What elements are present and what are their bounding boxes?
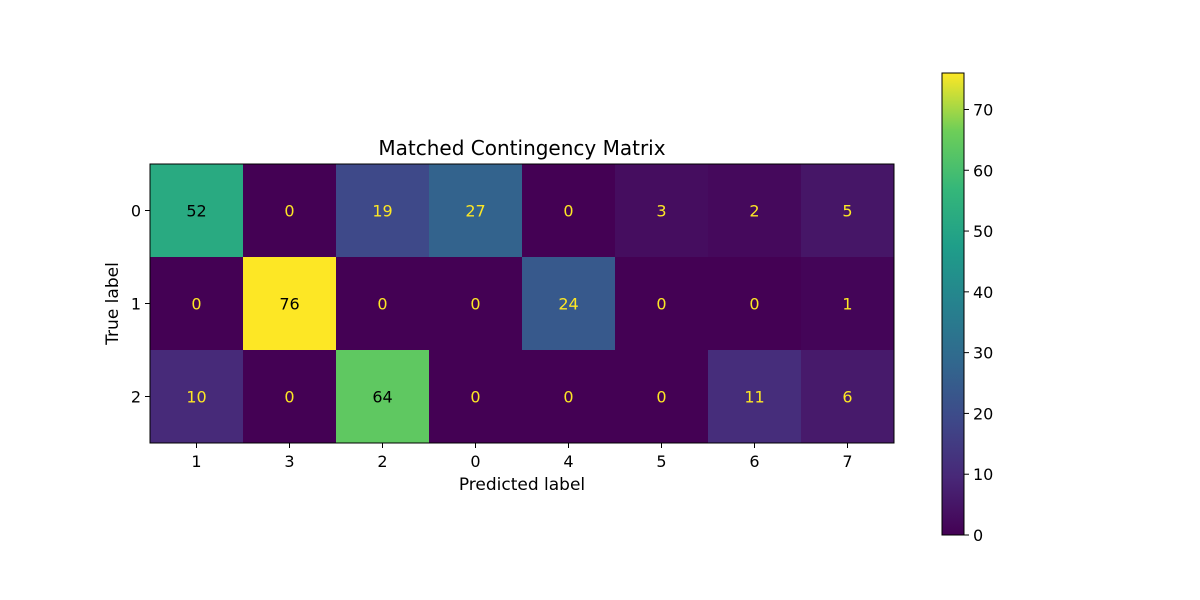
x-tick-label: 1 bbox=[191, 452, 201, 471]
heatmap-cell bbox=[150, 257, 244, 351]
heatmap-cell bbox=[522, 164, 616, 258]
x-tick-label: 0 bbox=[470, 452, 480, 471]
heatmap-cell bbox=[429, 350, 523, 444]
heatmap-cell bbox=[336, 164, 430, 258]
heatmap-cell bbox=[336, 350, 430, 444]
y-axis-label: True label bbox=[103, 262, 123, 346]
colorbar-tick-label: 50 bbox=[973, 222, 993, 241]
heatmap-cell bbox=[708, 257, 802, 351]
heatmap-cell bbox=[522, 350, 616, 444]
colorbar-tick-label: 20 bbox=[973, 404, 993, 423]
cell-value-label: 0 bbox=[191, 295, 201, 314]
x-tick-label: 4 bbox=[563, 452, 573, 471]
colorbar-tick-label: 0 bbox=[973, 526, 983, 545]
heatmap-cell bbox=[801, 350, 895, 444]
heatmap-cell bbox=[615, 257, 709, 351]
cell-value-label: 0 bbox=[563, 388, 573, 407]
cell-value-label: 11 bbox=[744, 388, 764, 407]
colorbar-tick-label: 40 bbox=[973, 283, 993, 302]
x-tick-label: 7 bbox=[842, 452, 852, 471]
cell-value-label: 0 bbox=[656, 295, 666, 314]
cell-value-label: 64 bbox=[372, 388, 392, 407]
heatmap-cell bbox=[243, 350, 337, 444]
cell-value-label: 0 bbox=[563, 202, 573, 221]
heatmap-cell bbox=[336, 257, 430, 351]
heatmap-cell bbox=[150, 164, 244, 258]
cell-value-label: 0 bbox=[284, 388, 294, 407]
colorbar bbox=[941, 72, 965, 536]
colorbar-tick-label: 60 bbox=[973, 161, 993, 180]
cell-value-label: 24 bbox=[558, 295, 578, 314]
cell-value-label: 19 bbox=[372, 202, 392, 221]
x-tick-label: 5 bbox=[656, 452, 666, 471]
x-tick-label: 2 bbox=[377, 452, 387, 471]
x-tick-label: 6 bbox=[749, 452, 759, 471]
heatmap-cell bbox=[150, 350, 244, 444]
cell-value-label: 10 bbox=[186, 388, 206, 407]
cell-value-label: 0 bbox=[284, 202, 294, 221]
cell-value-label: 1 bbox=[842, 295, 852, 314]
cell-value-label: 0 bbox=[749, 295, 759, 314]
colorbar-tick-label: 10 bbox=[973, 465, 993, 484]
heatmap-cell bbox=[522, 257, 616, 351]
heatmap-cell bbox=[243, 257, 337, 351]
cell-value-label: 2 bbox=[749, 202, 759, 221]
y-axis-ticks: 0 1 2 bbox=[131, 202, 150, 407]
cell-value-label: 6 bbox=[842, 388, 852, 407]
heatmap-cell bbox=[429, 257, 523, 351]
cell-value-label: 0 bbox=[656, 388, 666, 407]
cell-value-label: 0 bbox=[470, 388, 480, 407]
x-axis-label: Predicted label bbox=[459, 475, 585, 495]
heatmap-cell bbox=[615, 164, 709, 258]
cell-value-label: 52 bbox=[186, 202, 206, 221]
cell-value-label: 0 bbox=[470, 295, 480, 314]
cell-value-label: 3 bbox=[656, 202, 666, 221]
cell-value-label: 5 bbox=[842, 202, 852, 221]
heatmap-cell bbox=[801, 257, 895, 351]
y-tick-label: 2 bbox=[131, 388, 141, 407]
heatmap-cell bbox=[801, 164, 895, 258]
chart-title: Matched Contingency Matrix bbox=[378, 136, 665, 160]
cell-value-label: 76 bbox=[279, 295, 299, 314]
colorbar-tick-label: 30 bbox=[973, 344, 993, 363]
x-tick-label: 3 bbox=[284, 452, 294, 471]
heatmap-cell bbox=[429, 164, 523, 258]
colorbar-ticks: 0 10 20 30 40 50 60 70 bbox=[964, 100, 993, 545]
heatmap-cell bbox=[708, 164, 802, 258]
y-tick-label: 1 bbox=[131, 295, 141, 314]
heatmap-cell bbox=[615, 350, 709, 444]
heatmap-cell bbox=[708, 350, 802, 444]
colorbar-tick-label: 70 bbox=[973, 100, 993, 119]
cell-value-label: 27 bbox=[465, 202, 485, 221]
x-axis-ticks: 1 3 2 0 4 5 6 7 bbox=[191, 443, 853, 471]
heatmap-cell bbox=[243, 164, 337, 258]
y-tick-label: 0 bbox=[131, 202, 141, 221]
heatmap-cells: 52 0 19 27 0 3 2 5 0 76 0 0 24 0 0 1 10 0 64 0 0 0 11 6 bbox=[150, 164, 895, 444]
cell-value-label: 0 bbox=[377, 295, 387, 314]
